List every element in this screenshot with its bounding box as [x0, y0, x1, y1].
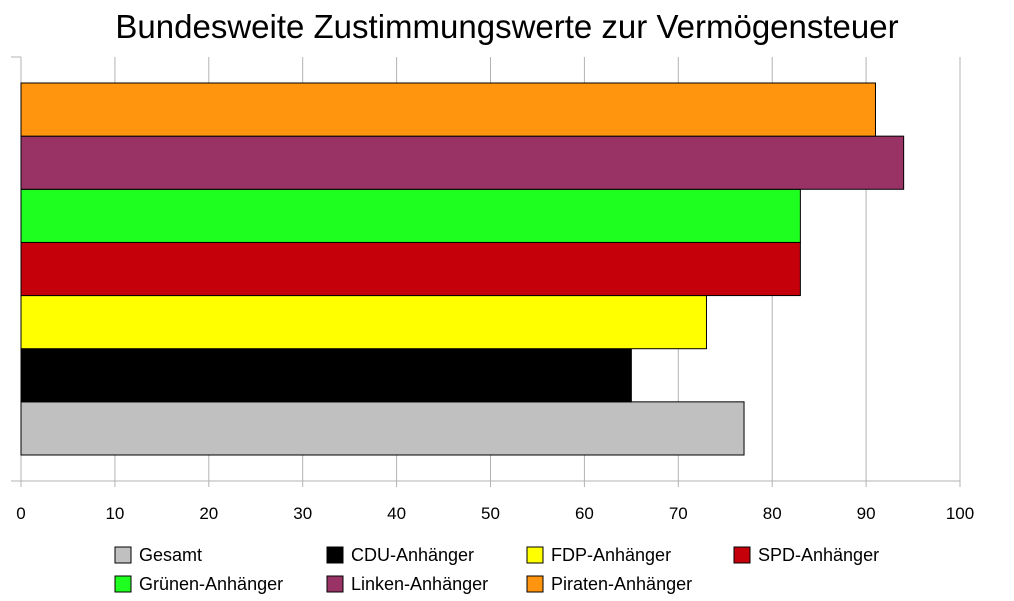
- legend-label: Gesamt: [139, 545, 202, 565]
- x-tick-label: 0: [16, 504, 25, 523]
- bar-linken-anh-nger: [20, 135, 905, 190]
- bar-gr-nen-anh-nger: [20, 188, 801, 243]
- legend-swatch: [114, 546, 132, 564]
- bar-piraten-anh-nger: [20, 82, 876, 137]
- bar-spd-anh-nger: [20, 241, 801, 297]
- x-tick-label: 20: [199, 504, 218, 523]
- legend-swatch: [526, 575, 544, 593]
- x-tick-label: 100: [946, 504, 974, 523]
- chart-title: Bundesweite Zustimmungswerte zur Vermöge…: [115, 8, 898, 45]
- legend-swatch: [733, 546, 751, 564]
- x-tick-label: 70: [669, 504, 688, 523]
- x-tick-label: 40: [387, 504, 406, 523]
- legend-label: Piraten-Anhänger: [551, 574, 692, 594]
- x-tick-label: 60: [575, 504, 594, 523]
- legend-label: FDP-Anhänger: [551, 545, 671, 565]
- x-tick-label: 80: [763, 504, 782, 523]
- legend-label: Linken-Anhänger: [351, 574, 488, 594]
- bar-fdp-anh-nger: [20, 295, 707, 350]
- legend: Gesamt CDU-Anhänger FDP-Anhänger SPD-Anhäng…: [114, 545, 879, 594]
- bar-gesamt: [20, 401, 745, 456]
- legend-swatch: [326, 546, 344, 564]
- legend-swatch: [526, 546, 544, 564]
- legend-swatch: [114, 575, 132, 593]
- legend-label: SPD-Anhänger: [758, 545, 879, 565]
- x-tick-label: 10: [105, 504, 124, 523]
- legend-label: Grünen-Anhänger: [139, 574, 283, 594]
- x-tick-label: 90: [857, 504, 876, 523]
- legend-swatch: [326, 575, 344, 593]
- x-tick-label: 30: [293, 504, 312, 523]
- x-tick-label: 50: [481, 504, 500, 523]
- bar-cdu-anh-nger: [20, 348, 632, 403]
- legend-label: CDU-Anhänger: [351, 545, 474, 565]
- plot-area: 0 10 20 30 40 50 60 70 80 90 100: [11, 56, 974, 523]
